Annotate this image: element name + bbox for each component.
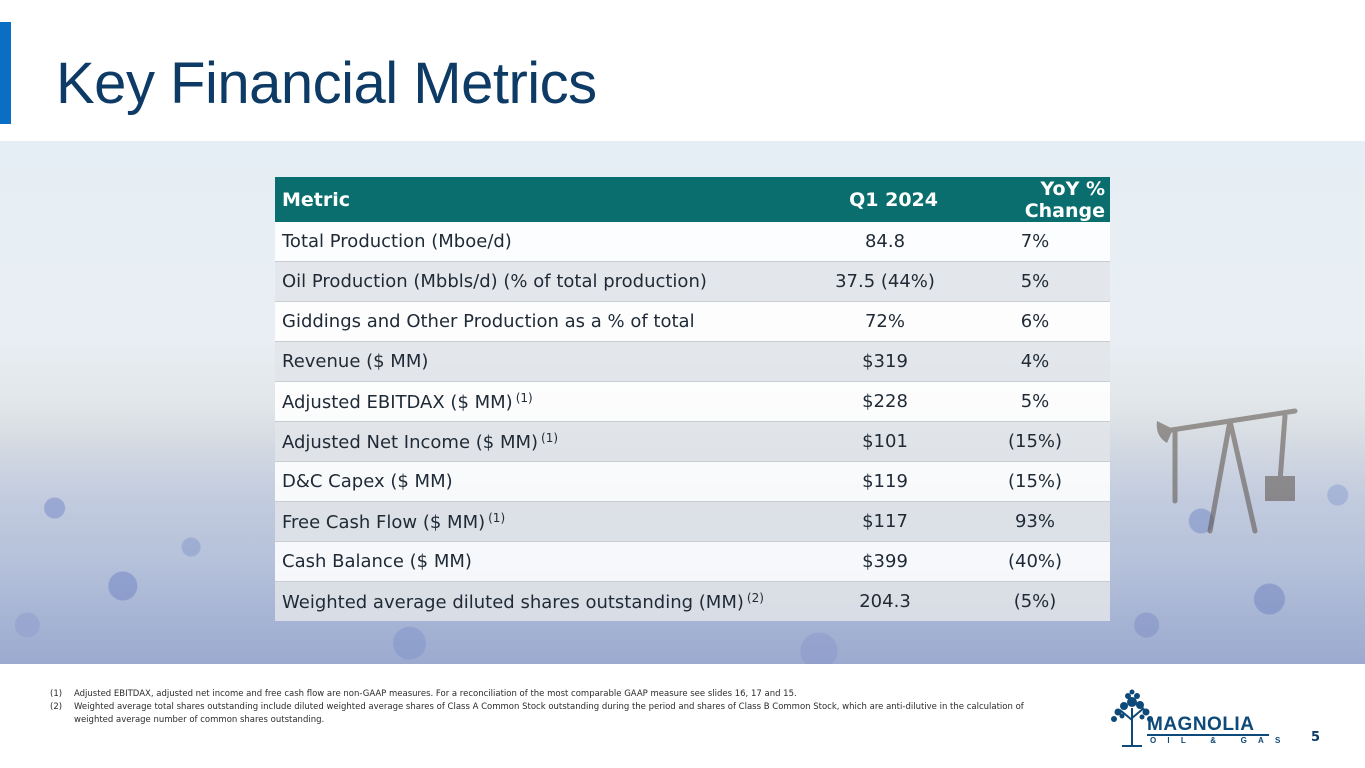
header-q1-2024: Q1 2024	[810, 177, 960, 222]
metric-cell: Adjusted Net Income ($ MM) (1)	[275, 421, 810, 462]
yoy-value: (40%)	[960, 541, 1110, 582]
yoy-value: 7%	[960, 222, 1110, 262]
metric-label: D&C Capex ($ MM)	[282, 471, 453, 492]
key-metrics-table: Metric Q1 2024 YoY % Change Total Produc…	[275, 177, 1110, 621]
table-row: Cash Balance ($ MM) $399 (40%)	[275, 541, 1110, 582]
footnote-marker: (1)	[541, 430, 559, 445]
table-row: Adjusted EBITDAX ($ MM) (1) $228 5%	[275, 381, 1110, 422]
metric-cell: Cash Balance ($ MM)	[275, 541, 810, 582]
yoy-value: 6%	[960, 301, 1110, 342]
yoy-value: 5%	[960, 381, 1110, 422]
footnote-number: (1)	[50, 689, 63, 699]
yoy-value: (15%)	[960, 461, 1110, 502]
header-metric: Metric	[275, 177, 810, 222]
metric-cell: Giddings and Other Production as a % of …	[275, 301, 810, 342]
metric-label: Adjusted EBITDAX ($ MM)	[282, 391, 513, 413]
table-row: Weighted average diluted shares outstand…	[275, 581, 1110, 621]
metric-label: Weighted average diluted shares outstand…	[282, 591, 744, 613]
page-title: Key Financial Metrics	[56, 51, 597, 116]
logo-name: MAGNOLIA	[1147, 714, 1255, 735]
yoy-value: (15%)	[960, 421, 1110, 462]
footnote-marker: (1)	[515, 390, 533, 405]
footnote-2: (2) Weighted average total shares outsta…	[50, 701, 1050, 727]
q1-value: 204.3	[810, 581, 960, 621]
table-row: Adjusted Net Income ($ MM) (1) $101 (15%)	[275, 421, 1110, 462]
q1-value: $228	[810, 381, 960, 422]
footnote-marker: (2)	[746, 590, 764, 605]
yoy-value: 93%	[960, 501, 1110, 542]
footnote-1: (1) Adjusted EBITDAX, adjusted net incom…	[50, 688, 1050, 701]
metric-label: Adjusted Net Income ($ MM)	[282, 431, 539, 453]
yoy-value: (5%)	[960, 581, 1110, 621]
table-row: Oil Production (Mbbls/d) (% of total pro…	[275, 261, 1110, 302]
title-accent-bar	[0, 22, 11, 124]
table-row: D&C Capex ($ MM) $119 (15%)	[275, 461, 1110, 502]
q1-value: $101	[810, 421, 960, 462]
footnote-marker: (1)	[488, 510, 506, 525]
metric-cell: Total Production (Mboe/d)	[275, 222, 810, 262]
metric-label: Total Production (Mboe/d)	[282, 231, 512, 252]
metric-cell: Adjusted EBITDAX ($ MM) (1)	[275, 381, 810, 422]
metric-label: Revenue ($ MM)	[282, 351, 429, 372]
metric-cell: D&C Capex ($ MM)	[275, 461, 810, 502]
table-row: Total Production (Mboe/d) 84.8 7%	[275, 222, 1110, 262]
metric-label: Oil Production (Mbbls/d) (% of total pro…	[282, 271, 707, 292]
q1-value: 84.8	[810, 222, 960, 262]
table-row: Revenue ($ MM) $319 4%	[275, 341, 1110, 382]
footnote-text: Weighted average total shares outstandin…	[74, 702, 1024, 725]
footnote-number: (2)	[50, 702, 63, 712]
q1-value: 72%	[810, 301, 960, 342]
yoy-value: 5%	[960, 261, 1110, 302]
q1-value: $399	[810, 541, 960, 582]
yoy-value: 4%	[960, 341, 1110, 382]
table-header-row: Metric Q1 2024 YoY % Change	[275, 177, 1110, 222]
metric-label: Cash Balance ($ MM)	[282, 551, 472, 572]
table-row: Giddings and Other Production as a % of …	[275, 301, 1110, 342]
metric-cell: Revenue ($ MM)	[275, 341, 810, 382]
metric-label: Giddings and Other Production as a % of …	[282, 311, 695, 332]
footnotes: (1) Adjusted EBITDAX, adjusted net incom…	[50, 688, 1050, 727]
metric-cell: Oil Production (Mbbls/d) (% of total pro…	[275, 261, 810, 302]
metric-label: Free Cash Flow ($ MM)	[282, 511, 486, 533]
q1-value: $119	[810, 461, 960, 502]
metric-cell: Free Cash Flow ($ MM) (1)	[275, 501, 810, 542]
pumpjack-icon	[1156, 408, 1298, 534]
table-row: Free Cash Flow ($ MM) (1) $117 93%	[275, 501, 1110, 542]
q1-value: $319	[810, 341, 960, 382]
header-yoy-change: YoY % Change	[960, 177, 1110, 222]
footnote-text: Adjusted EBITDAX, adjusted net income an…	[74, 689, 797, 699]
logo-tagline: OIL & GAS	[1150, 736, 1292, 745]
metric-cell: Weighted average diluted shares outstand…	[275, 581, 810, 621]
logo-divider	[1147, 734, 1269, 736]
page-number: 5	[1311, 730, 1321, 745]
q1-value: 37.5 (44%)	[810, 261, 960, 302]
q1-value: $117	[810, 501, 960, 542]
magnolia-tree-icon	[1111, 689, 1153, 747]
